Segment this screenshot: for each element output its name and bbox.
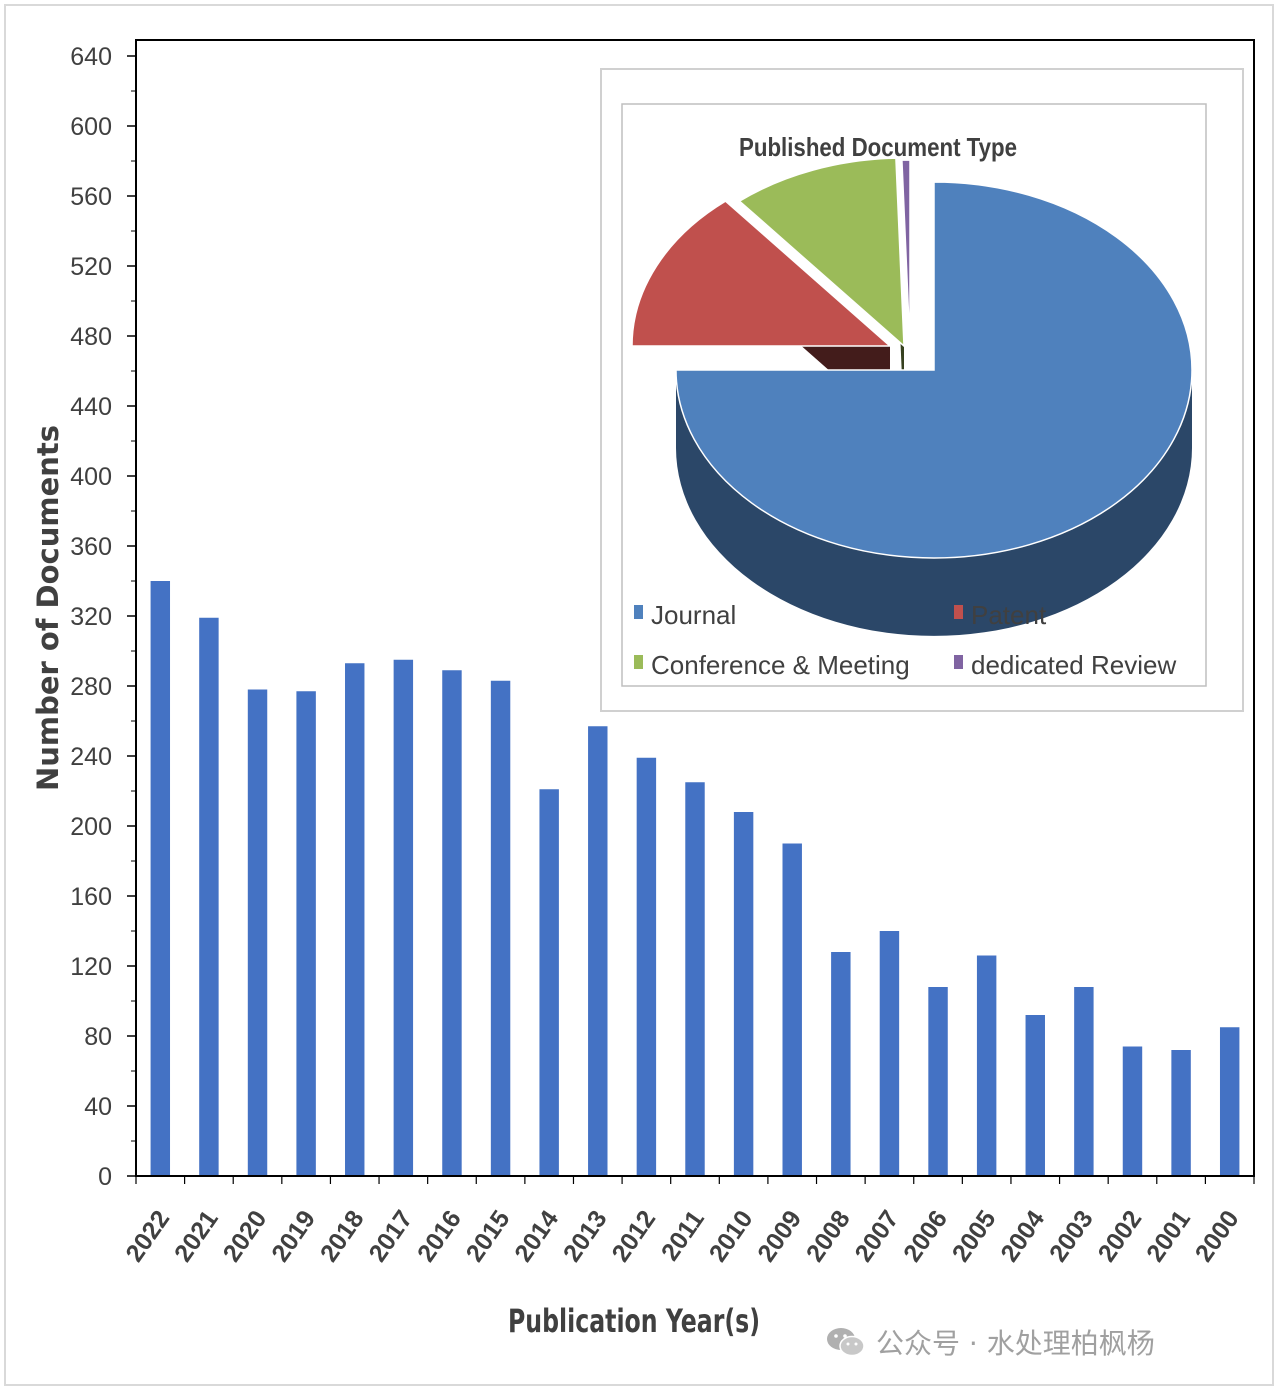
bar-2018	[345, 663, 365, 1176]
x-axis-title: Publication Year(s)	[508, 1302, 760, 1340]
y-tick-label: 320	[70, 603, 112, 631]
bar-2008	[831, 952, 851, 1176]
x-tick-label: 2002	[1093, 1205, 1148, 1267]
bar-2015	[490, 680, 511, 1176]
y-tick-label: 560	[70, 183, 112, 211]
y-tick-label: 400	[70, 463, 112, 491]
bar-2017	[393, 659, 414, 1176]
y-tick-label: 200	[70, 813, 112, 841]
watermark-text: 公众号 · 水处理柏枫杨	[876, 1327, 1155, 1360]
bar-2007	[879, 931, 900, 1176]
x-tick-label: 2004	[995, 1205, 1050, 1267]
pie-legend: Journal Patent Conference & Meeting dedicat…	[634, 600, 1176, 680]
bar-2014	[539, 789, 559, 1176]
bar-2003	[1074, 987, 1094, 1176]
x-axis-ticks: 2022202120202019201820172016201520142013…	[120, 1176, 1255, 1267]
legend-label: Conference & Meeting	[651, 650, 910, 680]
legend-swatch	[634, 605, 643, 619]
watermark: 公众号 · 水处理柏枫杨	[826, 1322, 1155, 1362]
bar-2010	[733, 812, 754, 1176]
y-tick-label: 240	[70, 743, 112, 771]
x-tick-label: 2003	[1044, 1205, 1099, 1267]
bar-2016	[442, 670, 462, 1176]
x-tick-label: 2020	[218, 1205, 273, 1267]
bar-2011	[685, 782, 705, 1176]
bar-2019	[296, 691, 316, 1176]
bar-2005	[976, 955, 997, 1176]
bar-2021	[199, 617, 219, 1176]
bar-2012	[636, 757, 657, 1176]
x-tick-label: 2006	[898, 1205, 953, 1267]
x-tick-label: 2011	[656, 1205, 710, 1266]
x-tick-label: 2000	[1190, 1205, 1245, 1267]
x-tick-label: 2001	[1141, 1205, 1196, 1267]
bars	[150, 581, 1240, 1176]
y-tick-label: 120	[70, 953, 112, 981]
x-tick-label: 2005	[947, 1205, 1002, 1267]
pie-slices	[631, 157, 1193, 636]
bar-2001	[1171, 1050, 1191, 1176]
x-tick-label: 2022	[120, 1205, 175, 1267]
x-tick-label: 2013	[558, 1205, 613, 1267]
y-tick-label: 280	[70, 673, 112, 701]
legend-label: Patent	[971, 600, 1047, 630]
wechat-icon	[827, 1328, 865, 1357]
figure-frame	[4, 4, 1274, 1386]
legend-label: Journal	[651, 600, 736, 630]
y-tick-label: 440	[70, 393, 112, 421]
legend-label: dedicated Review	[971, 650, 1176, 680]
y-tick-label: 360	[70, 533, 112, 561]
bar-2004	[1025, 1015, 1045, 1176]
y-axis-title: Number of Documents	[31, 425, 65, 791]
bar-2000	[1219, 1027, 1240, 1176]
x-tick-label: 2014	[509, 1205, 564, 1267]
pie-slice-patent	[631, 200, 892, 347]
y-axis-ticks: 0 40 80 120 160 200 240 280 320 360 400 440 480 520 56…	[70, 43, 136, 1191]
bar-2002	[1122, 1046, 1143, 1176]
y-tick-label: 160	[70, 883, 112, 911]
bar-2006	[928, 987, 948, 1176]
x-tick-label: 2007	[850, 1205, 905, 1267]
x-tick-label: 2009	[752, 1205, 807, 1267]
x-tick-label: 2010	[704, 1205, 759, 1267]
x-tick-label: 2019	[266, 1205, 321, 1267]
legend-swatch	[954, 605, 963, 619]
legend-swatch	[954, 655, 963, 669]
x-tick-label: 2018	[315, 1205, 370, 1267]
pie-slice-dedicated-review	[901, 159, 911, 349]
bar-2020	[247, 689, 268, 1176]
y-tick-label: 480	[70, 323, 112, 351]
pie-inset: Published Document Type Journal Patent Con…	[600, 68, 1244, 712]
bar-2013	[588, 726, 608, 1176]
bar-2009	[782, 843, 802, 1176]
pie-title: Published Document Type	[739, 132, 1017, 162]
y-tick-label: 40	[84, 1093, 112, 1121]
y-tick-label: 520	[70, 253, 112, 281]
pie-slice-conference-meeting	[738, 157, 905, 348]
x-tick-label: 2008	[801, 1205, 856, 1267]
x-tick-label: 2015	[461, 1205, 516, 1267]
x-tick-label: 2012	[606, 1205, 661, 1267]
pie-wall-0	[676, 370, 1192, 636]
x-tick-label: 2016	[412, 1205, 467, 1267]
y-tick-label: 0	[98, 1163, 112, 1191]
pie-slice-journal	[675, 181, 1193, 559]
y-tick-label: 640	[70, 43, 112, 71]
y-tick-label: 80	[84, 1023, 112, 1051]
legend-swatch	[634, 655, 643, 669]
x-tick-label: 2021	[169, 1205, 224, 1267]
x-tick-label: 2017	[363, 1205, 418, 1267]
y-tick-label: 600	[70, 113, 112, 141]
bar-2022	[150, 581, 171, 1176]
